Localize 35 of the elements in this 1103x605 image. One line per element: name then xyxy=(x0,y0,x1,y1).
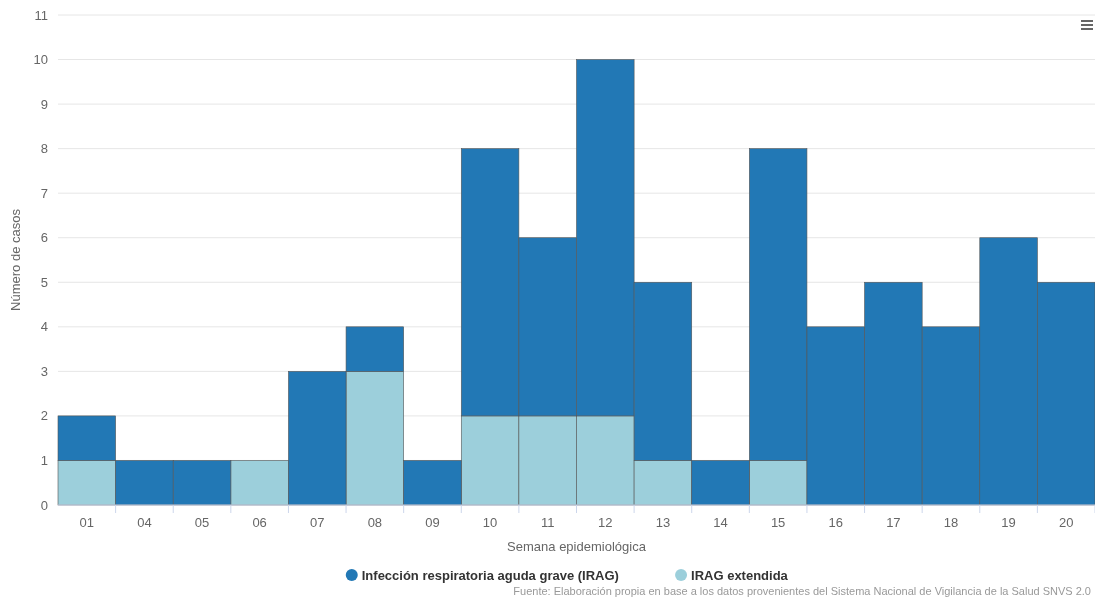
legend-label: IRAG extendida xyxy=(691,567,789,583)
y-tick-label: 7 xyxy=(40,185,48,201)
x-tick-label: 01 xyxy=(79,515,95,530)
x-tick-label: 14 xyxy=(713,515,728,530)
y-tick-label: 3 xyxy=(40,363,48,379)
x-tick-label: 15 xyxy=(770,515,786,530)
x-tick-label: 08 xyxy=(367,515,383,530)
x-tick-label: 19 xyxy=(1001,515,1016,530)
x-axis-title: Semana epidemiológica xyxy=(507,539,647,554)
x-tick-label: 16 xyxy=(828,515,843,530)
x-tick-label: 20 xyxy=(1058,515,1074,530)
x-tick-label: 18 xyxy=(943,515,959,530)
y-tick-label: 8 xyxy=(40,141,48,157)
y-tick-label: 2 xyxy=(40,408,48,424)
y-tick-label: 11 xyxy=(34,7,48,23)
y-tick-label: 0 xyxy=(40,497,48,513)
legend-label: Infección respiratoria aguda grave (IRAG) xyxy=(361,567,619,583)
x-tick-label: 13 xyxy=(655,515,671,530)
x-tick-label: 11 xyxy=(540,515,555,530)
y-tick-label: 1 xyxy=(40,453,48,468)
x-tick-label: 10 xyxy=(482,515,498,530)
x-tick-label: 17 xyxy=(886,515,901,530)
y-tick-label: 4 xyxy=(40,319,48,335)
x-tick-label: 12 xyxy=(598,515,613,530)
y-tick-label: 10 xyxy=(33,52,48,68)
x-tick-label: 09 xyxy=(425,515,440,530)
x-tick-label: 04 xyxy=(137,515,152,530)
y-tick-label: 5 xyxy=(40,274,48,290)
source-note: Fuente: Elaboración propia en base a los datos provenientes del Sistema Nacional de Vigilancia de la Salud SNVS 2.0 xyxy=(513,585,1091,597)
x-tick-label: 06 xyxy=(252,515,267,530)
y-tick-label: 9 xyxy=(40,96,48,112)
x-tick-label: 07 xyxy=(310,515,325,530)
y-axis-title: Número de casos xyxy=(8,208,23,311)
y-tick-label: 6 xyxy=(40,230,48,246)
x-tick-label: 05 xyxy=(194,515,210,530)
